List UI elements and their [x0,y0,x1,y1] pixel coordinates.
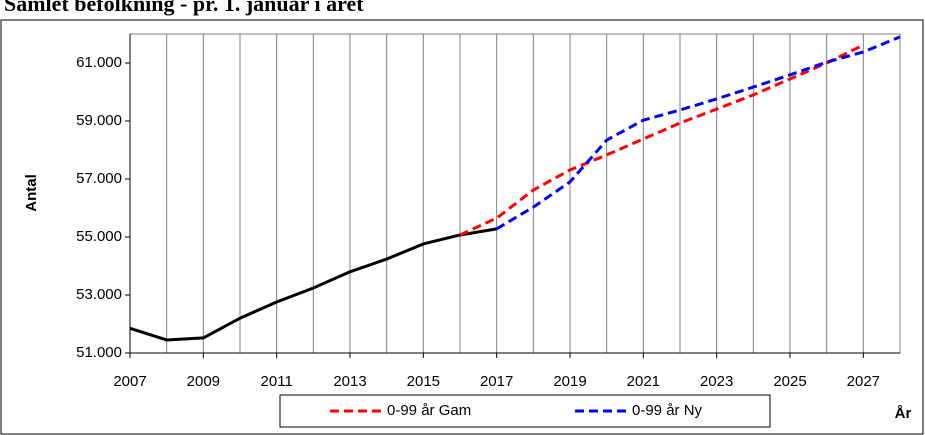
legend-label: 0-99 år Ny [632,402,703,419]
line-series [495,35,901,231]
y-tick-label: 57.000 [76,170,122,187]
x-tick-label: 2009 [187,373,220,390]
x-tick-label: 2011 [261,373,293,390]
x-tick-label: 2023 [700,373,733,390]
y-tick-label: 55.000 [76,228,122,245]
y-tick-label: 51.000 [76,344,122,361]
y-tick-label: 53.000 [76,286,122,303]
x-axis-label: År [895,405,912,422]
y-axis-label: Antal [23,174,40,212]
line-series [459,43,864,237]
x-tick-label: 2019 [553,373,586,390]
chart-frame [0,19,924,435]
x-tick-label: 2017 [480,373,513,390]
x-tick-label: 2013 [333,373,366,390]
y-tick-label: 61.000 [76,54,122,71]
x-tick-label: 2025 [773,373,806,390]
x-tick-label: 2021 [627,373,660,390]
chart-title: Samlet befolkning - pr. 1. januar i året [4,0,364,16]
x-tick-label: 2027 [847,373,880,390]
legend-label: 0-99 år Gam [387,402,471,419]
y-tick-label: 59.000 [76,112,122,129]
line-series [129,227,497,342]
x-tick-label: 2015 [407,373,440,390]
x-tick-label: 2007 [113,373,146,390]
